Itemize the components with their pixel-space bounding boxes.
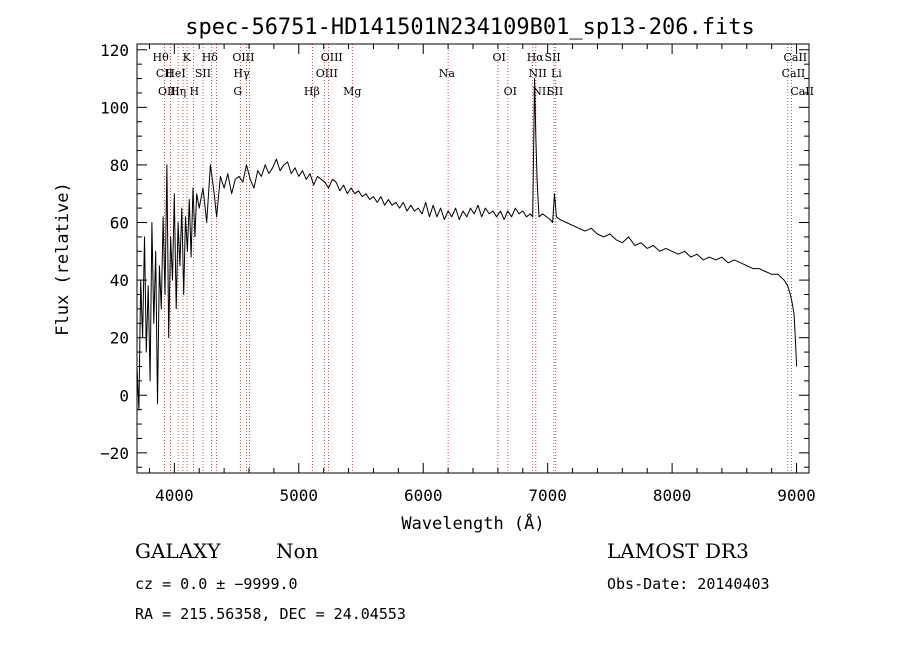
line-label-10: Hγ [233, 67, 250, 80]
y-axis-title: Flux (relative) [53, 182, 73, 336]
line-label-22: Li [551, 67, 562, 80]
line-label-17: OI [492, 51, 505, 64]
y-tick-label: 0 [119, 386, 129, 405]
line-label-12: Hβ [304, 85, 320, 98]
line-label-24: SII [547, 85, 563, 98]
spectral-line-markers [164, 44, 792, 473]
x-tick-label: 6000 [404, 486, 443, 505]
x-tick-label: 9000 [777, 486, 816, 505]
y-tick-label: 60 [110, 214, 129, 233]
line-label-19: Hα [527, 51, 545, 64]
y-axis: −20 0 20 40 60 80 100 120 [100, 41, 809, 468]
line-label-18: OI [504, 85, 517, 98]
y-tick-label: 80 [110, 156, 129, 175]
y-tick-label: 20 [110, 329, 129, 348]
line-label-21: NII [529, 67, 547, 80]
object-class: GALAXY [135, 539, 221, 563]
line-label-7: SII [195, 67, 211, 80]
y-tick-label: 120 [100, 41, 129, 60]
chart-title: spec-56751-HD141501N234109B01_sp13-206.f… [185, 15, 755, 40]
x-tick-label: 5000 [280, 486, 319, 505]
line-label-3: HeI [165, 67, 185, 80]
line-label-20: SII [545, 51, 561, 64]
x-tick-label: 4000 [155, 486, 194, 505]
x-axis-title: Wavelength (Å) [401, 512, 544, 534]
line-label-25: CaII [783, 51, 807, 64]
line-label-14: OIII [316, 67, 338, 80]
line-label-0: Hθ [153, 51, 170, 64]
line-label-5: K [183, 51, 192, 64]
object-subclass: Non [276, 539, 319, 563]
line-label-4: Hη [170, 85, 186, 98]
x-tick-label: 8000 [653, 486, 692, 505]
y-tick-label: −20 [100, 444, 129, 463]
line-label-13: OIII [321, 51, 343, 64]
line-label-1: CII [156, 67, 173, 80]
line-label-26: CaII [782, 67, 806, 80]
x-axis: 4000 5000 6000 7000 8000 9000 [148, 44, 816, 505]
line-label-2: OII [158, 85, 176, 98]
survey-name: LAMOST DR3 [607, 539, 749, 563]
line-label-16: Na [439, 67, 456, 80]
line-label-15: Mg [343, 85, 361, 98]
line-label-11: G [233, 85, 242, 98]
line-label-6: H [189, 85, 199, 98]
spectrum-line [136, 78, 798, 411]
redshift-cz: cz = 0.0 ± −9999.0 [135, 575, 298, 593]
line-label-9: OIII [232, 51, 254, 64]
obs-date: Obs-Date: 20140403 [607, 575, 770, 593]
y-tick-label: 100 [100, 98, 129, 117]
plot-frame [136, 43, 810, 474]
line-label-8: Hδ [202, 51, 219, 64]
x-tick-label: 7000 [528, 486, 567, 505]
y-tick-label: 40 [110, 271, 129, 290]
spectrum-series [136, 78, 798, 411]
line-label-23: NII [532, 85, 550, 98]
spectral-line-labels: Hθ CII OII HeI Hη K H SII Hδ OIII Hγ G Hβ OIII OIII Mg N… [153, 51, 814, 98]
ra-dec: RA = 215.56358, DEC = 24.04553 [135, 605, 406, 623]
line-label-27: CaII [790, 85, 814, 98]
